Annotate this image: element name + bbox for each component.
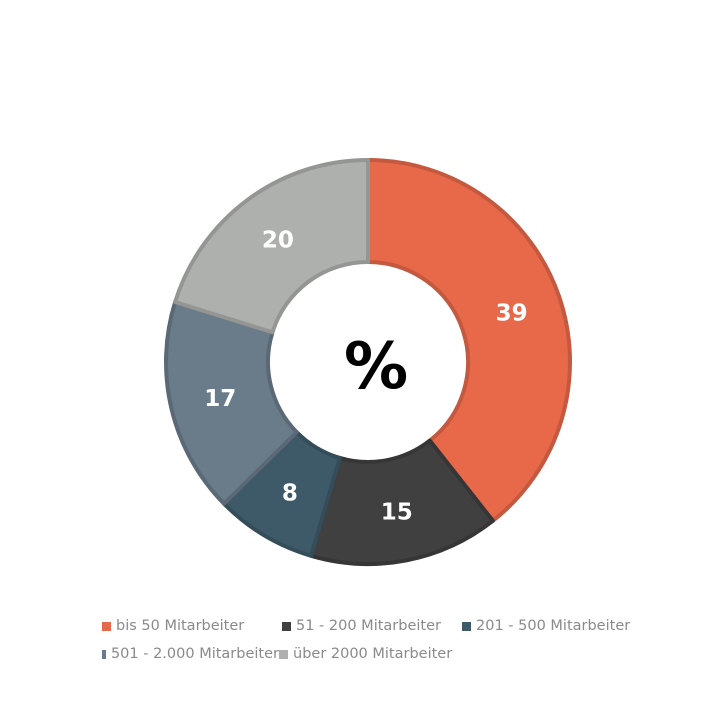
legend-label: 201 - 500 Mitarbeiter [476,618,631,634]
legend-swatch [279,649,288,659]
legend-swatch [462,621,471,631]
legend-item-3: 501 - 2.000 Mitarbeiter [102,646,279,662]
legend-swatch [102,621,111,631]
slice-0 [366,158,572,523]
slice-4 [173,158,370,335]
legend-item-1: 51 - 200 Mitarbeiter [282,618,462,634]
slice-1 [309,438,495,566]
legend-swatch [102,649,106,659]
legend-item-4: über 2000 Mitarbeiter [279,646,459,662]
legend-label: 501 - 2.000 Mitarbeiter [110,646,279,662]
legend-label: 51 - 200 Mitarbeiter [296,618,441,634]
legend-label: bis 50 Mitarbeiter [116,618,245,634]
data-label-4: 20 [262,228,294,254]
legend-label: über 2000 Mitarbeiter [293,646,453,662]
legend-item-2: 201 - 500 Mitarbeiter [462,618,642,634]
legend-item-0: bis 50 Mitarbeiter [102,618,282,634]
legend: bis 50 Mitarbeiter 51 - 200 Mitarbeiter 20… [102,612,642,668]
data-label-2: 8 [282,480,298,506]
data-label-3: 17 [204,386,236,412]
data-label-0: 39 [496,300,528,326]
slice-3 [164,300,299,506]
data-label-1: 15 [381,499,413,525]
center-label: % [344,330,408,404]
legend-swatch [282,621,291,631]
